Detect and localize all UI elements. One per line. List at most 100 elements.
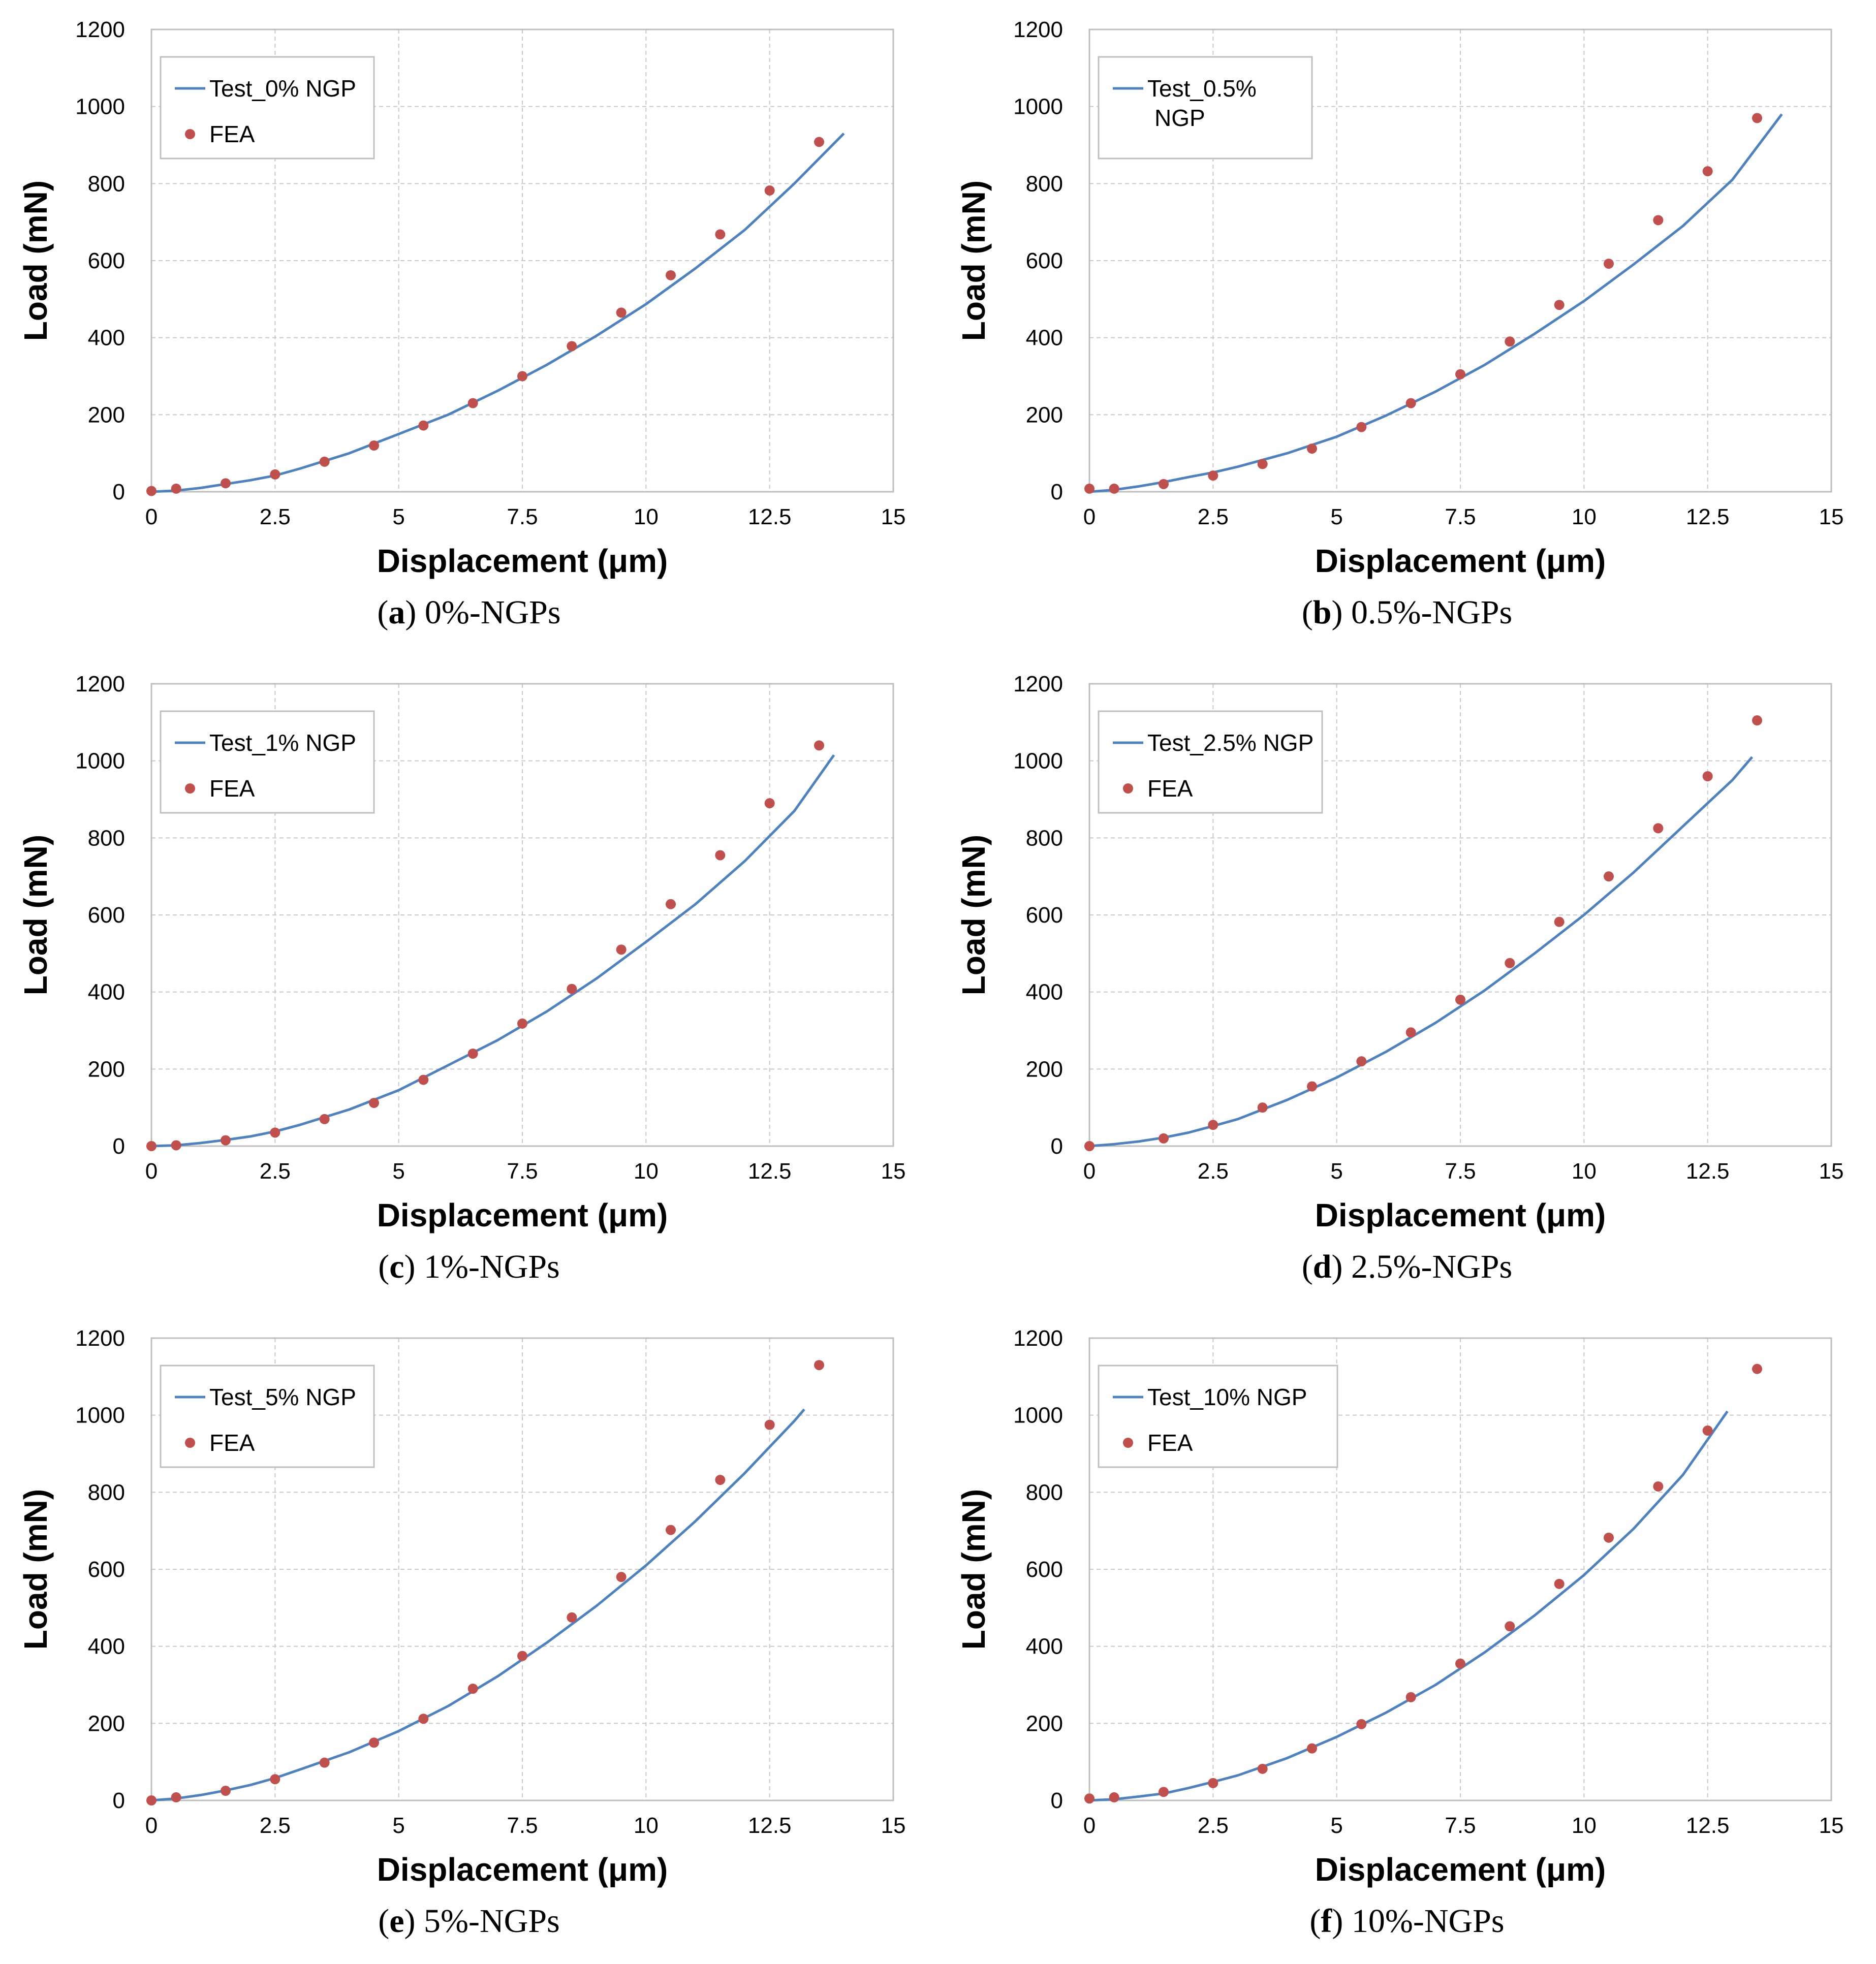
legend-test-label: Test_0.5% [1147,75,1257,102]
caption-d: (d) 2.5%-NGPs [1301,1248,1513,1285]
fea-point [1604,1532,1614,1543]
fea-point [171,1140,181,1151]
chart-d: 0 2.5 5 7.5 10 12.5 15 0 200 400 600 800 1000 1200 Dis… [955,672,1843,1233]
fea-point [764,1419,775,1430]
y-tick-label: 1000 [1013,749,1063,774]
x-tick-label: 5 [1330,1159,1342,1184]
y-tick-label: 400 [88,1634,125,1659]
x-tick-label: 2.5 [1198,504,1229,529]
fea-point [1702,166,1713,177]
caption-letter: a [388,594,405,631]
caption-letter: f [1321,1903,1332,1940]
y-tick-label: 400 [88,326,125,351]
y-tick-label: 1000 [1013,1403,1063,1428]
fea-point [319,456,330,467]
fea-point [1208,1120,1218,1130]
legend [160,710,375,814]
fea-point [1257,1763,1268,1774]
x-tick-label: 10 [1572,504,1597,529]
x-tick-label: 2.5 [1198,1159,1229,1184]
fea-point [369,1737,379,1748]
fea-point [1405,1692,1416,1702]
fea-point [467,1684,478,1694]
fea-point [1307,444,1317,454]
caption-e: (e) 5%-NGPs [378,1903,560,1940]
x-tick-label: 15 [881,1813,906,1838]
x-tick-label: 12.5 [748,504,792,529]
legend-test-label-cont: NGP [1154,105,1205,131]
y-tick-label: 1000 [75,749,125,774]
chart-e: 0 2.5 5 7.5 10 12.5 15 0 200 400 600 800 1000 1200 Dis… [17,1326,906,1888]
fea-point [567,1612,577,1623]
fea-point [171,1792,181,1802]
y-tick-label: 600 [88,903,125,928]
fea-point [1752,715,1762,726]
plot-area [1088,683,1832,1147]
legend-test-label: Test_10% NGP [1147,1384,1307,1410]
caption-text: 1%-NGPs [424,1248,560,1285]
chart-a: 0 2.5 5 7.5 10 12.5 15 0 200 400 600 800 1000 1200 Dis… [17,17,905,579]
legend [1098,56,1313,160]
test-series-line [151,754,835,1148]
fea-point [146,1795,157,1805]
y-tick-label: 800 [88,1480,125,1505]
y-axis-title: Load (mN) [17,180,54,341]
legend [160,56,375,160]
fea-point [221,478,231,489]
x-tick-label: 0 [1083,1159,1096,1184]
caption-b: (b) 0.5%-NGPs [1301,594,1513,631]
fea-point [1702,771,1713,781]
x-tick-label: 0 [1083,504,1096,529]
chart-panel-b: 0 2.5 5 7.5 10 12.5 15 0 200 400 600 800 1000 1200 Dis… [938,0,1876,654]
y-tick-label: 600 [1026,903,1063,928]
fea-point [467,398,478,408]
y-tick-label: 0 [1051,1134,1063,1159]
fea-point [764,798,775,809]
fea-point [715,229,726,240]
chart-panel-e: 0 2.5 5 7.5 10 12.5 15 0 200 400 600 800 1000 1200 Dis… [0,1309,938,1963]
x-tick-label: 12.5 [1686,1159,1730,1184]
fea-point [666,899,676,909]
x-axis-title: Displacement (μm) [377,1851,668,1888]
legend-fea-label: FEA [209,1430,255,1456]
x-tick-label: 12.5 [748,1159,792,1184]
fea-point [666,270,676,280]
caption-letter: c [389,1248,404,1285]
x-tick-label: 10 [634,1813,659,1838]
y-tick-label: 400 [1026,326,1063,351]
plot-area [150,683,894,1147]
x-tick-label: 15 [1819,504,1844,529]
chart-panel-f: 0 2.5 5 7.5 10 12.5 15 0 200 400 600 800 1000 1200 Dis… [938,1309,1876,1963]
caption-text: 5%-NGPs [424,1903,560,1940]
chart-panel-d: 0 2.5 5 7.5 10 12.5 15 0 200 400 600 800 1000 1200 Dis… [938,654,1876,1309]
fea-point [1604,871,1614,882]
y-tick-label: 800 [88,826,125,850]
y-tick-label: 200 [88,402,125,427]
fea-point [1455,994,1465,1005]
fea-point [814,740,824,751]
x-tick-label: 7.5 [1445,1813,1476,1838]
y-axis-title: Load (mN) [17,835,54,995]
fea-point [1752,113,1762,123]
fea-point [517,371,527,382]
fea-point [1084,1793,1095,1804]
test-series-line [1089,1410,1729,1802]
caption-c: (c) 1%-NGPs [378,1248,560,1285]
x-axis-title: Displacement (μm) [1315,1197,1606,1233]
fea-point [270,469,280,480]
fea-point [616,944,627,955]
y-tick-label: 200 [1026,1057,1063,1082]
fea-point [1653,1481,1664,1492]
y-tick-label: 800 [1026,826,1063,850]
x-tick-label: 7.5 [507,504,538,529]
fea-point [467,1049,478,1059]
legend [1098,1365,1338,1468]
fea-point [1554,1578,1565,1589]
fea-point [1159,1133,1169,1144]
x-tick-label: 5 [392,504,404,529]
y-axis-title: Load (mN) [955,1489,992,1650]
legend-fea-marker [185,783,195,794]
fea-point [1109,1792,1119,1802]
x-tick-label: 0 [145,504,158,529]
